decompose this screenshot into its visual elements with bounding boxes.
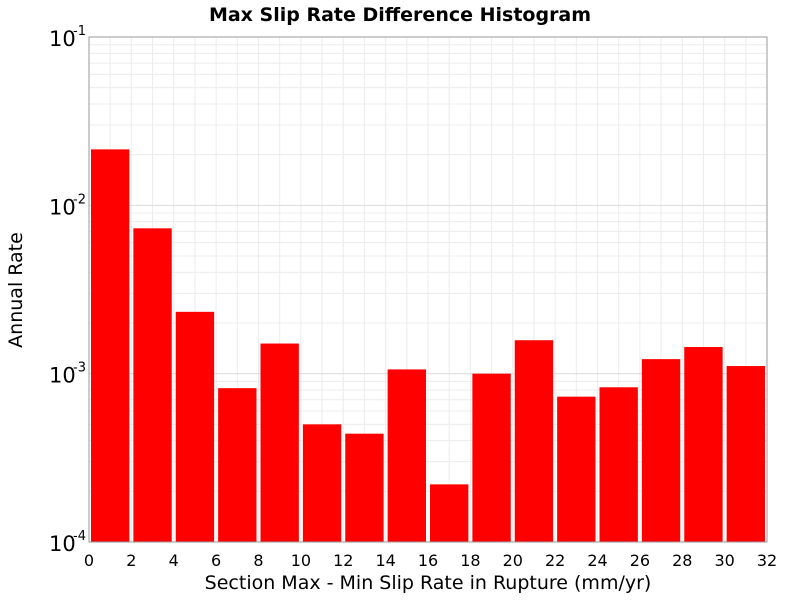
bar — [387, 369, 426, 542]
bar — [726, 366, 765, 542]
bar — [430, 484, 469, 542]
bar — [175, 311, 215, 542]
y-tick-label: 10 — [49, 532, 76, 556]
x-tick-label: 2 — [126, 551, 136, 570]
x-tick-label: 14 — [375, 551, 395, 570]
x-tick-label: 32 — [757, 551, 777, 570]
y-tick-exponent: -1 — [73, 24, 86, 39]
bar — [599, 387, 638, 542]
x-tick-label: 10 — [291, 551, 311, 570]
x-tick-label: 12 — [333, 551, 353, 570]
plot-border — [88, 36, 768, 543]
bar — [302, 424, 342, 542]
bar — [91, 149, 130, 542]
x-tick-label: 26 — [630, 551, 650, 570]
x-tick-label: 18 — [460, 551, 480, 570]
bar — [684, 347, 723, 542]
bars — [91, 149, 765, 543]
bar — [472, 373, 511, 542]
x-tick-label: 0 — [84, 551, 94, 570]
bar — [260, 343, 299, 542]
y-tick-exponent: -4 — [73, 529, 86, 544]
x-tick-label: 30 — [714, 551, 734, 570]
x-tick-label: 28 — [672, 551, 692, 570]
bar — [557, 396, 596, 542]
y-axis-label: Annual Rate — [5, 232, 27, 348]
bar — [345, 433, 384, 542]
y-tick-label: 10 — [49, 195, 76, 219]
bar — [514, 340, 554, 542]
x-tick-label: 20 — [503, 551, 523, 570]
bar — [218, 388, 257, 542]
y-tick-exponent: -2 — [73, 192, 86, 207]
x-axis-label: Section Max - Min Slip Rate in Rupture (… — [205, 572, 652, 594]
x-tick-label: 22 — [545, 551, 565, 570]
chart-title: Max Slip Rate Difference Histogram — [209, 4, 591, 26]
x-tick-label: 24 — [587, 551, 607, 570]
x-tick-label: 6 — [211, 551, 221, 570]
x-tick-labels: 0 2 4 6 8 10 12 14 16 18 20 22 24 26 28 30 32 — [84, 551, 777, 570]
y-tick-exponent: -3 — [73, 361, 86, 376]
y-tick-label: 10 — [49, 364, 76, 388]
x-tick-label: 16 — [418, 551, 438, 570]
y-tick-label: 10 — [49, 27, 76, 51]
x-tick-label: 4 — [169, 551, 179, 570]
y-tick-labels: 10-110-210-310-4 — [49, 24, 86, 556]
bar — [641, 359, 681, 542]
x-tick-label: 8 — [253, 551, 263, 570]
bar — [133, 228, 172, 543]
